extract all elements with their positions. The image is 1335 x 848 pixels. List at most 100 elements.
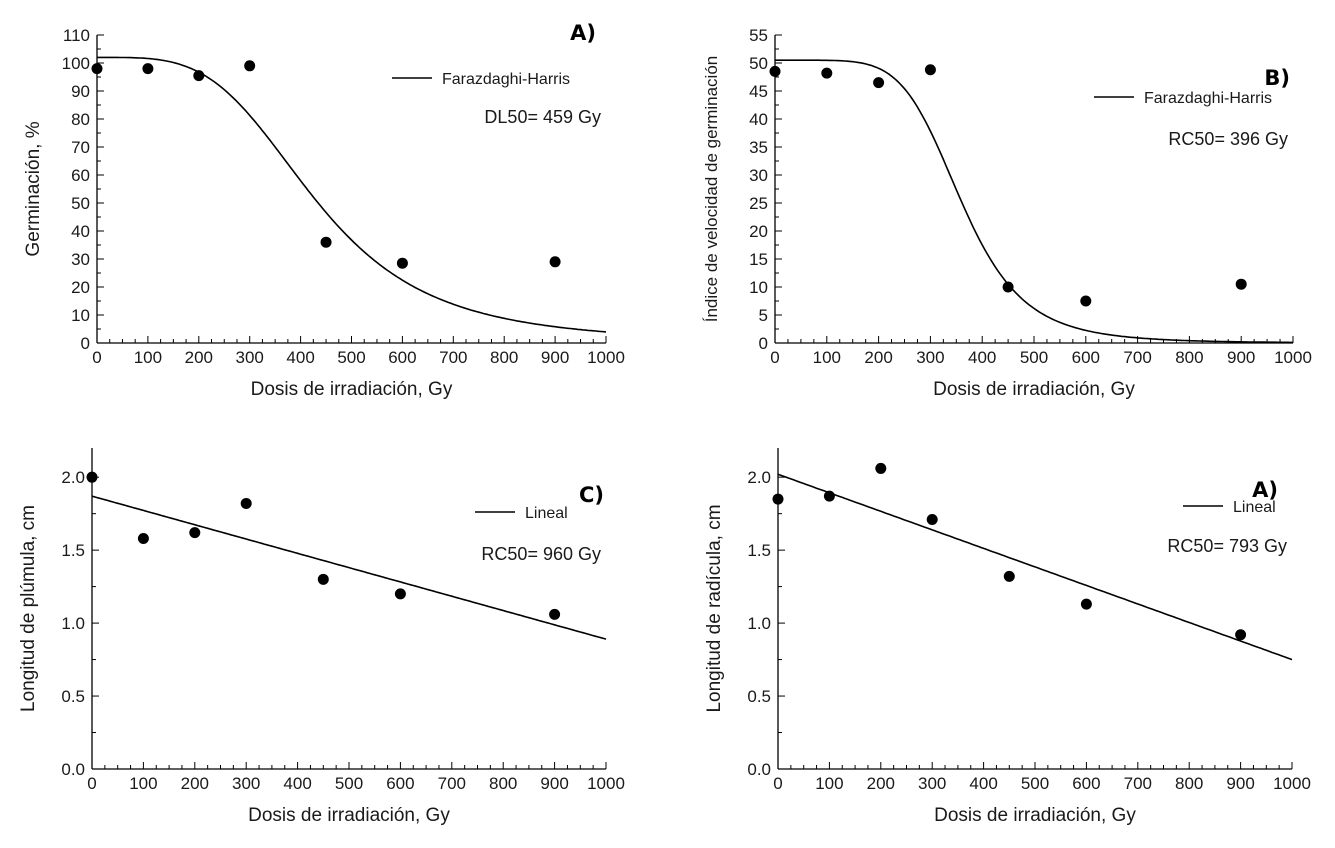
y-tick-label: 60	[71, 166, 90, 185]
x-tick-label: 700	[1124, 774, 1152, 793]
y-tick-label: 40	[71, 222, 90, 241]
y-tick-label: 30	[749, 166, 768, 185]
data-point	[772, 493, 784, 505]
x-axis-label: Dosis de irradiación, Gy	[934, 805, 1136, 826]
data-point	[394, 588, 406, 600]
y-tick-label: 55	[749, 26, 768, 45]
y-tick-label: 35	[749, 138, 768, 157]
y-tick-label: 0	[759, 334, 768, 353]
x-tick-label: 200	[185, 348, 213, 367]
x-tick-label: 900	[1227, 348, 1255, 367]
x-tick-label: 800	[489, 774, 517, 793]
data-point	[91, 63, 103, 75]
x-tick-label: 500	[1020, 348, 1048, 367]
y-tick-label: 10	[71, 306, 90, 325]
y-tick-label: 80	[71, 110, 90, 129]
y-tick-label: 40	[749, 110, 768, 129]
x-tick-label: 800	[490, 348, 518, 367]
x-tick-label: 900	[541, 348, 569, 367]
x-tick-label: 600	[1072, 348, 1100, 367]
x-tick-label: 600	[1072, 774, 1100, 793]
x-tick-label: 700	[438, 774, 466, 793]
y-tick-label: 5	[759, 306, 768, 325]
data-point	[1235, 629, 1247, 641]
data-point	[1003, 570, 1015, 582]
fit-curve	[97, 56, 607, 333]
panel-4: 0 100 200 300 400 500 600 700 800 900 1000 0.0 0.5 1.…	[704, 448, 1311, 826]
x-tick-label: 400	[969, 774, 997, 793]
annotation-text: RC50= 396 Gy	[1168, 129, 1288, 149]
annotation-text: RC50= 960 Gy	[481, 544, 601, 564]
y-tick-label: 0.0	[61, 760, 85, 779]
x-tick-label: 500	[337, 348, 365, 367]
y-tick-label: 1.0	[747, 614, 771, 633]
x-tick-label: 300	[232, 774, 260, 793]
x-tick-label: 300	[918, 774, 946, 793]
annotation-text: RC50= 793 Gy	[1167, 536, 1287, 556]
x-tick-label: 400	[283, 774, 311, 793]
data-point	[189, 527, 201, 539]
legend-label: Lineal	[525, 505, 568, 522]
y-tick-label: 1.5	[61, 541, 85, 560]
legend-label: Farazdaghi-Harris	[1144, 90, 1272, 107]
data-point	[875, 462, 887, 474]
y-tick-label: 50	[71, 194, 90, 213]
x-tick-label: 700	[439, 348, 467, 367]
x-tick-label: 0	[770, 348, 779, 367]
x-tick-label: 700	[1123, 348, 1151, 367]
y-tick-label: 90	[71, 82, 90, 101]
y-tick-label: 20	[749, 222, 768, 241]
data-point	[142, 63, 154, 75]
x-tick-label: 200	[867, 774, 895, 793]
data-point	[1080, 295, 1092, 307]
annotation-text: DL50= 459 Gy	[484, 107, 601, 127]
panel-3: 0 100 200 300 400 500 600 700 800 900 1000 0.0 0.5 1.…	[18, 448, 625, 826]
y-tick-label: 2.0	[747, 468, 771, 487]
fit-curve	[775, 59, 1293, 344]
data-point	[873, 77, 885, 89]
panel-label: C)	[579, 483, 604, 507]
data-point	[317, 573, 329, 585]
panel-label: A)	[1252, 478, 1278, 502]
data-point	[549, 608, 561, 620]
y-tick-label: 1.0	[61, 614, 85, 633]
legend-label: Farazdaghi-Harris	[442, 71, 570, 88]
y-tick-label: 15	[749, 250, 768, 269]
data-point	[769, 65, 781, 77]
y-tick-label: 25	[749, 194, 768, 213]
data-point	[549, 256, 561, 268]
data-point	[320, 236, 332, 248]
y-tick-label: 10	[749, 278, 768, 297]
x-tick-label: 800	[1175, 348, 1203, 367]
y-tick-label: 20	[71, 278, 90, 297]
data-point	[240, 497, 252, 509]
data-point	[396, 257, 408, 269]
x-tick-label: 500	[1021, 774, 1049, 793]
x-tick-label: 500	[335, 774, 363, 793]
panel-2: 0 100 200 300 400 500 600 700 800 900 1000 0 5 10 15 20…	[702, 26, 1312, 400]
y-axis-label: Germinación, %	[23, 121, 44, 256]
x-tick-label: 200	[864, 348, 892, 367]
y-tick-label: 0.5	[61, 687, 85, 706]
x-axis-label: Dosis de irradiación, Gy	[933, 379, 1135, 400]
x-tick-label: 400	[968, 348, 996, 367]
data-point	[86, 471, 98, 483]
legend-label: Lineal	[1233, 499, 1276, 516]
x-tick-label: 300	[236, 348, 264, 367]
x-axis-label: Dosis de irradiación, Gy	[251, 379, 453, 400]
y-axis-label: Índice de velocidad de germinación	[702, 56, 721, 323]
y-tick-label: 70	[71, 138, 90, 157]
x-tick-label: 0	[773, 774, 782, 793]
y-tick-label: 2.0	[61, 468, 85, 487]
y-tick-label: 50	[749, 54, 768, 73]
x-tick-label: 400	[286, 348, 314, 367]
x-tick-label: 1000	[1273, 774, 1311, 793]
data-point	[1002, 281, 1014, 293]
x-tick-label: 1000	[1274, 348, 1312, 367]
panel-label: B)	[1264, 66, 1290, 90]
x-tick-label: 1000	[587, 774, 625, 793]
fit-curve	[777, 473, 1293, 661]
y-tick-label: 1.5	[747, 541, 771, 560]
data-point	[244, 60, 256, 72]
